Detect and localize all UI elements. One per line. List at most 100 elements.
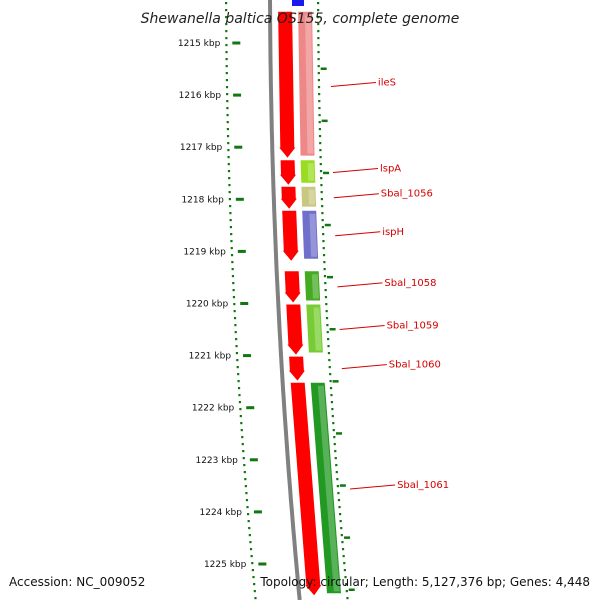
ring-dot (232, 289, 235, 292)
gene-leader-line (339, 325, 385, 331)
ring-dot (319, 142, 322, 145)
ring-dot (240, 429, 243, 432)
ring-dot (321, 205, 324, 208)
gene-label-sbal-1056[interactable]: Sbal_1056 (381, 189, 433, 200)
annotation-band-highlight (305, 14, 314, 154)
ring-dot (323, 261, 326, 264)
gene-label-iles[interactable]: ileS (378, 77, 396, 88)
annotation-band-isph (302, 210, 319, 259)
ring-dot (323, 275, 327, 278)
ring-dot (320, 177, 323, 180)
scale-tick-label: 1217 kbp (180, 143, 223, 153)
ring-dot (241, 443, 244, 446)
ring-dot (229, 226, 233, 229)
annotation-band-highlight (311, 274, 319, 299)
outer-scale-tick (344, 536, 351, 539)
ring-dot (318, 128, 321, 131)
ring-dot (254, 597, 257, 600)
ring-dot (246, 506, 249, 509)
ring-dot (325, 310, 328, 313)
gene-arrow-sbal-1058[interactable] (284, 271, 301, 303)
annotation-band-sbal-1056 (301, 186, 317, 207)
ring-dot (226, 128, 229, 131)
ring-dot (329, 380, 332, 383)
ring-dot (232, 296, 236, 299)
ring-dot (317, 23, 320, 26)
gene-arrow-sbal-1056[interactable] (280, 186, 297, 209)
ring-dot (226, 114, 229, 117)
outer-scale-tick (336, 432, 343, 435)
ring-dot (253, 590, 256, 593)
gene-label-sbal-1061[interactable]: Sbal_1061 (397, 480, 449, 491)
gene-arrow-lspa[interactable] (280, 160, 296, 185)
scale-tick (249, 458, 258, 462)
gene-arrow-iles[interactable] (278, 11, 296, 158)
ring-dot (227, 170, 231, 173)
ring-dot (319, 149, 322, 152)
gene-arrow-isph[interactable] (282, 210, 299, 261)
ring-dot (244, 478, 247, 481)
scale-tick (243, 354, 252, 358)
ring-dot (226, 93, 229, 96)
gene-arrow-sbal-1060[interactable] (288, 356, 305, 381)
gene-label-sbal-1060[interactable]: Sbal_1060 (389, 360, 441, 371)
ring-dot (345, 590, 348, 593)
ring-dot (228, 191, 231, 194)
ring-dot (235, 345, 238, 348)
ring-dot (251, 569, 254, 572)
ring-dot (324, 296, 328, 299)
ring-dot (229, 205, 232, 208)
outer-scale-tick (320, 67, 327, 70)
ring-dot (232, 282, 235, 285)
ring-dot (345, 583, 348, 586)
scale-layer: 1215 kbp 1216 kbp 1217 kbp 1218 kbp 1219 kbp… (178, 39, 355, 591)
gene-leader-line (337, 282, 383, 288)
ring-dot (320, 191, 323, 194)
ring-dot (236, 366, 239, 369)
ring-dot (322, 254, 326, 257)
ring-dot (227, 142, 230, 145)
ring-dot (237, 380, 240, 383)
ring-dot (327, 345, 330, 348)
ring-dot (318, 100, 321, 103)
annotation-band-sbal-1061 (310, 382, 341, 594)
ring-dot (234, 324, 237, 327)
ring-dot (318, 107, 321, 110)
ring-dot (329, 387, 333, 390)
ring-dot (249, 541, 252, 544)
ring-dot (244, 485, 247, 488)
ring-dot (233, 303, 236, 306)
ring-dot (317, 9, 320, 12)
annotation-band-highlight (307, 163, 315, 181)
ring-dot (230, 233, 233, 236)
gene-label-isph[interactable]: ispH (382, 227, 404, 238)
ring-dot (248, 527, 251, 530)
ring-dot (225, 51, 228, 54)
ring-dot (336, 478, 339, 481)
ring-dot (318, 114, 321, 117)
gene-arrow-sbal-1059[interactable] (286, 304, 304, 355)
gene-arrow-sbal-1061[interactable] (290, 382, 322, 596)
annotation-band-highlight (309, 213, 318, 257)
blue-feature-mark (292, 0, 304, 6)
ring-dot (243, 471, 246, 474)
gene-label-sbal-1059[interactable]: Sbal_1059 (387, 321, 439, 332)
ring-dot (225, 65, 228, 68)
ring-dot (318, 121, 321, 124)
ring-dot (235, 352, 239, 355)
gene-label-lspa[interactable]: lspA (380, 163, 401, 174)
ring-dot (328, 359, 331, 362)
ring-dot (319, 156, 322, 159)
gene-leader-line (335, 231, 381, 237)
ring-dot (240, 422, 243, 425)
backbone-layer (268, 0, 302, 600)
ring-dot (246, 513, 250, 516)
gene-label-sbal-1058[interactable]: Sbal_1058 (384, 278, 436, 289)
ring-dot (321, 212, 324, 215)
ring-dot (242, 457, 245, 460)
ring-dot (319, 163, 322, 166)
annotation-track-layer (292, 0, 341, 594)
ring-dot (317, 37, 320, 40)
ring-dot (231, 261, 234, 264)
